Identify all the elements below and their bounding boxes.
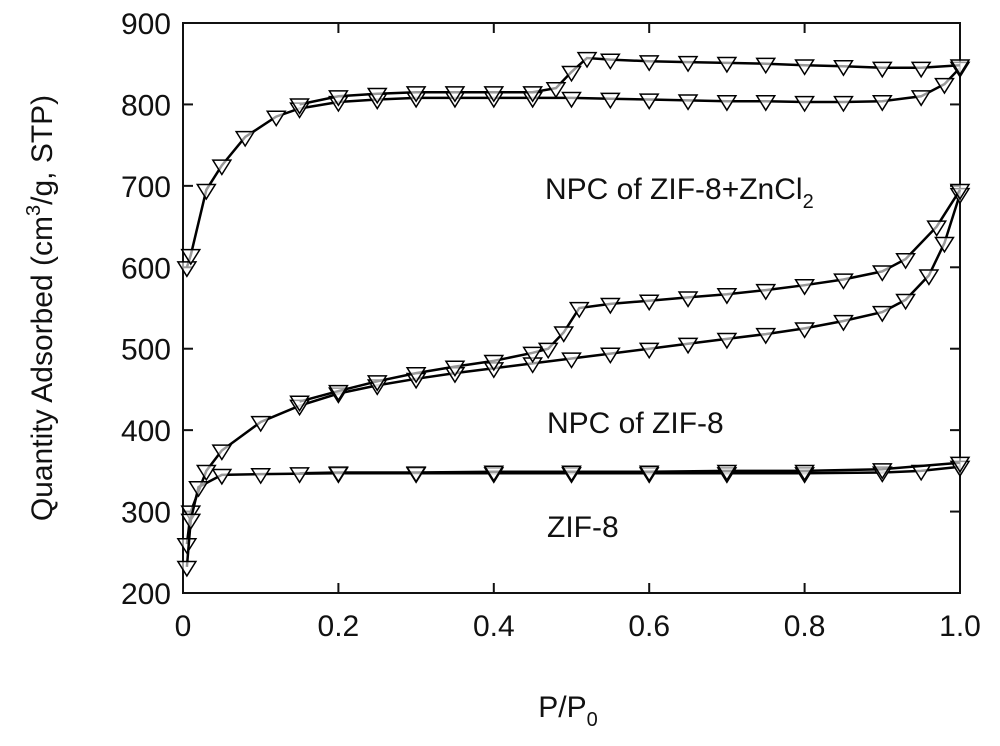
marker <box>834 61 852 75</box>
marker <box>213 470 231 484</box>
marker <box>679 292 697 306</box>
x-tick-label: 0.4 <box>473 610 515 643</box>
marker <box>679 95 697 109</box>
marker <box>935 237 953 251</box>
series-line <box>187 194 960 544</box>
y-tick-label: 400 <box>121 415 171 448</box>
annotation: NPC of ZIF-8 <box>547 407 724 440</box>
marker <box>640 94 658 108</box>
annotation: ZIF-8 <box>547 511 619 544</box>
marker <box>796 60 814 74</box>
marker <box>570 303 588 317</box>
x-tick-label: 0.2 <box>318 610 360 643</box>
marker <box>197 185 215 199</box>
y-label-part: Quantity Adsorbed (cm <box>26 216 59 521</box>
marker <box>601 54 619 68</box>
marker <box>252 417 270 431</box>
y-tick-label: 500 <box>121 334 171 367</box>
marker <box>897 294 915 308</box>
y-tick-label: 600 <box>121 252 171 285</box>
marker <box>718 58 736 72</box>
marker <box>796 97 814 111</box>
marker <box>190 482 208 496</box>
y-tick-label: 700 <box>121 171 171 204</box>
marker <box>679 57 697 71</box>
y-tick-label: 900 <box>121 8 171 41</box>
marker <box>178 562 196 576</box>
x-label-sub: 0 <box>587 709 598 731</box>
x-tick-label: 0.6 <box>628 610 670 643</box>
y-axis-label: Quantity Adsorbed (cm3/g, STP) <box>23 95 59 521</box>
annotation-sub: 2 <box>803 191 814 213</box>
x-label-part: P/P <box>538 691 586 724</box>
x-tick-label: 0 <box>175 610 192 643</box>
annotation-part: NPC of ZIF-8+ZnCl <box>545 173 803 206</box>
marker <box>873 96 891 110</box>
annotation: NPC of ZIF-8+ZnCl2 <box>545 173 814 213</box>
marker <box>757 58 775 72</box>
y-label-part: /g, STP) <box>26 95 59 205</box>
marker <box>757 96 775 110</box>
series-line <box>300 190 960 402</box>
marker <box>563 93 581 107</box>
x-tick-label: 1.0 <box>939 610 981 643</box>
x-axis-label: P/P0 <box>538 691 597 731</box>
marker <box>178 262 196 276</box>
marker <box>897 254 915 268</box>
marker <box>267 111 285 125</box>
marker <box>912 62 930 76</box>
x-tick-label: 0.8 <box>784 610 826 643</box>
y-tick-label: 200 <box>121 578 171 611</box>
marker <box>213 160 231 174</box>
marker <box>935 79 953 93</box>
marker <box>873 62 891 76</box>
marker <box>252 469 270 483</box>
y-label-sup: 3 <box>23 205 45 216</box>
y-tick-label: 800 <box>121 89 171 122</box>
marker <box>197 465 215 479</box>
marker <box>640 56 658 70</box>
y-tick-label: 300 <box>121 497 171 530</box>
marker <box>291 468 309 482</box>
marker <box>178 539 196 553</box>
marker <box>834 97 852 111</box>
marker <box>601 93 619 107</box>
marker <box>718 96 736 110</box>
marker <box>182 514 200 528</box>
